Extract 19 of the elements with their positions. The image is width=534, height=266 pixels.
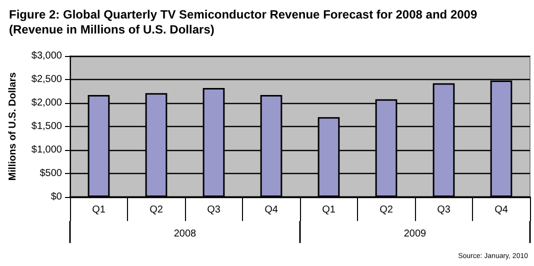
text: 2009 [404,228,427,240]
x-tick-label: Q1 [92,204,106,216]
x-tick-label: Q1 [322,204,336,216]
x-tick-label: Q2 [150,204,164,216]
y-tick-label: $1,000 [31,144,62,156]
chart-title: Figure 2: Global Quarterly TV Semiconductor Revenue Forecast for 2008 and 2009 (Revenue in Millions of U.S. Dollars) [9,8,478,36]
x-tick-label: Q3 [437,204,451,216]
y-tick-label: $1,500 [31,121,62,132]
y-tick-label: $3,000 [31,50,62,62]
text: 2008 [174,228,197,240]
y-axis-title: Millions of U.S. Dollars [8,72,18,181]
x-tick-label: Q4 [264,204,278,216]
y-tick-label: $0 [50,192,62,202]
x-tick-label: Q4 [494,204,508,216]
y-tick-label: $2,000 [31,98,62,108]
x-tick-label: Q3 [207,204,221,216]
x-tick-label: Q2 [380,204,394,216]
y-tick-label: $2,500 [31,74,62,85]
y-tick-label: $500 [40,168,62,179]
